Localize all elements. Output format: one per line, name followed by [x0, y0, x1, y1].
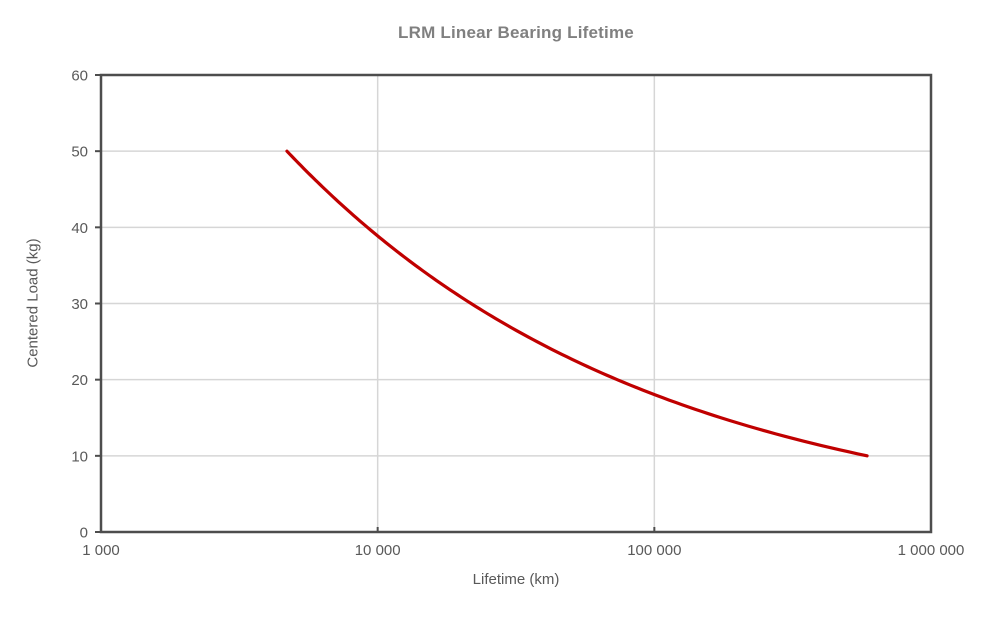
y-tick-label: 60: [71, 68, 88, 85]
x-tick-label: 100 000: [627, 542, 681, 559]
y-tick-label: 50: [71, 144, 88, 161]
y-tick-label: 10: [71, 448, 88, 465]
y-tick-labels: 0 10 20 30 40 50 60: [71, 68, 88, 542]
x-tick-labels: 1 000 10 000 100 000 1 000 000: [82, 542, 964, 559]
x-tick-label: 10 000: [355, 542, 401, 559]
x-tick-label: 1 000: [82, 542, 120, 559]
x-axis-title: Lifetime (km): [472, 571, 560, 588]
axis-ticks: [95, 74, 932, 533]
x-tick-label: 1 000 000: [898, 542, 965, 559]
y-tick-label: 40: [71, 220, 88, 237]
y-axis-title: Centered Load (kg): [24, 238, 42, 368]
lifetime-curve: [285, 149, 869, 458]
chart-title: LRM Linear Bearing Lifetime: [398, 23, 634, 42]
y-tick-label: 30: [71, 296, 88, 313]
gridlines: [100, 74, 932, 533]
y-tick-label: 0: [80, 525, 88, 542]
y-tick-label: 20: [71, 372, 88, 389]
